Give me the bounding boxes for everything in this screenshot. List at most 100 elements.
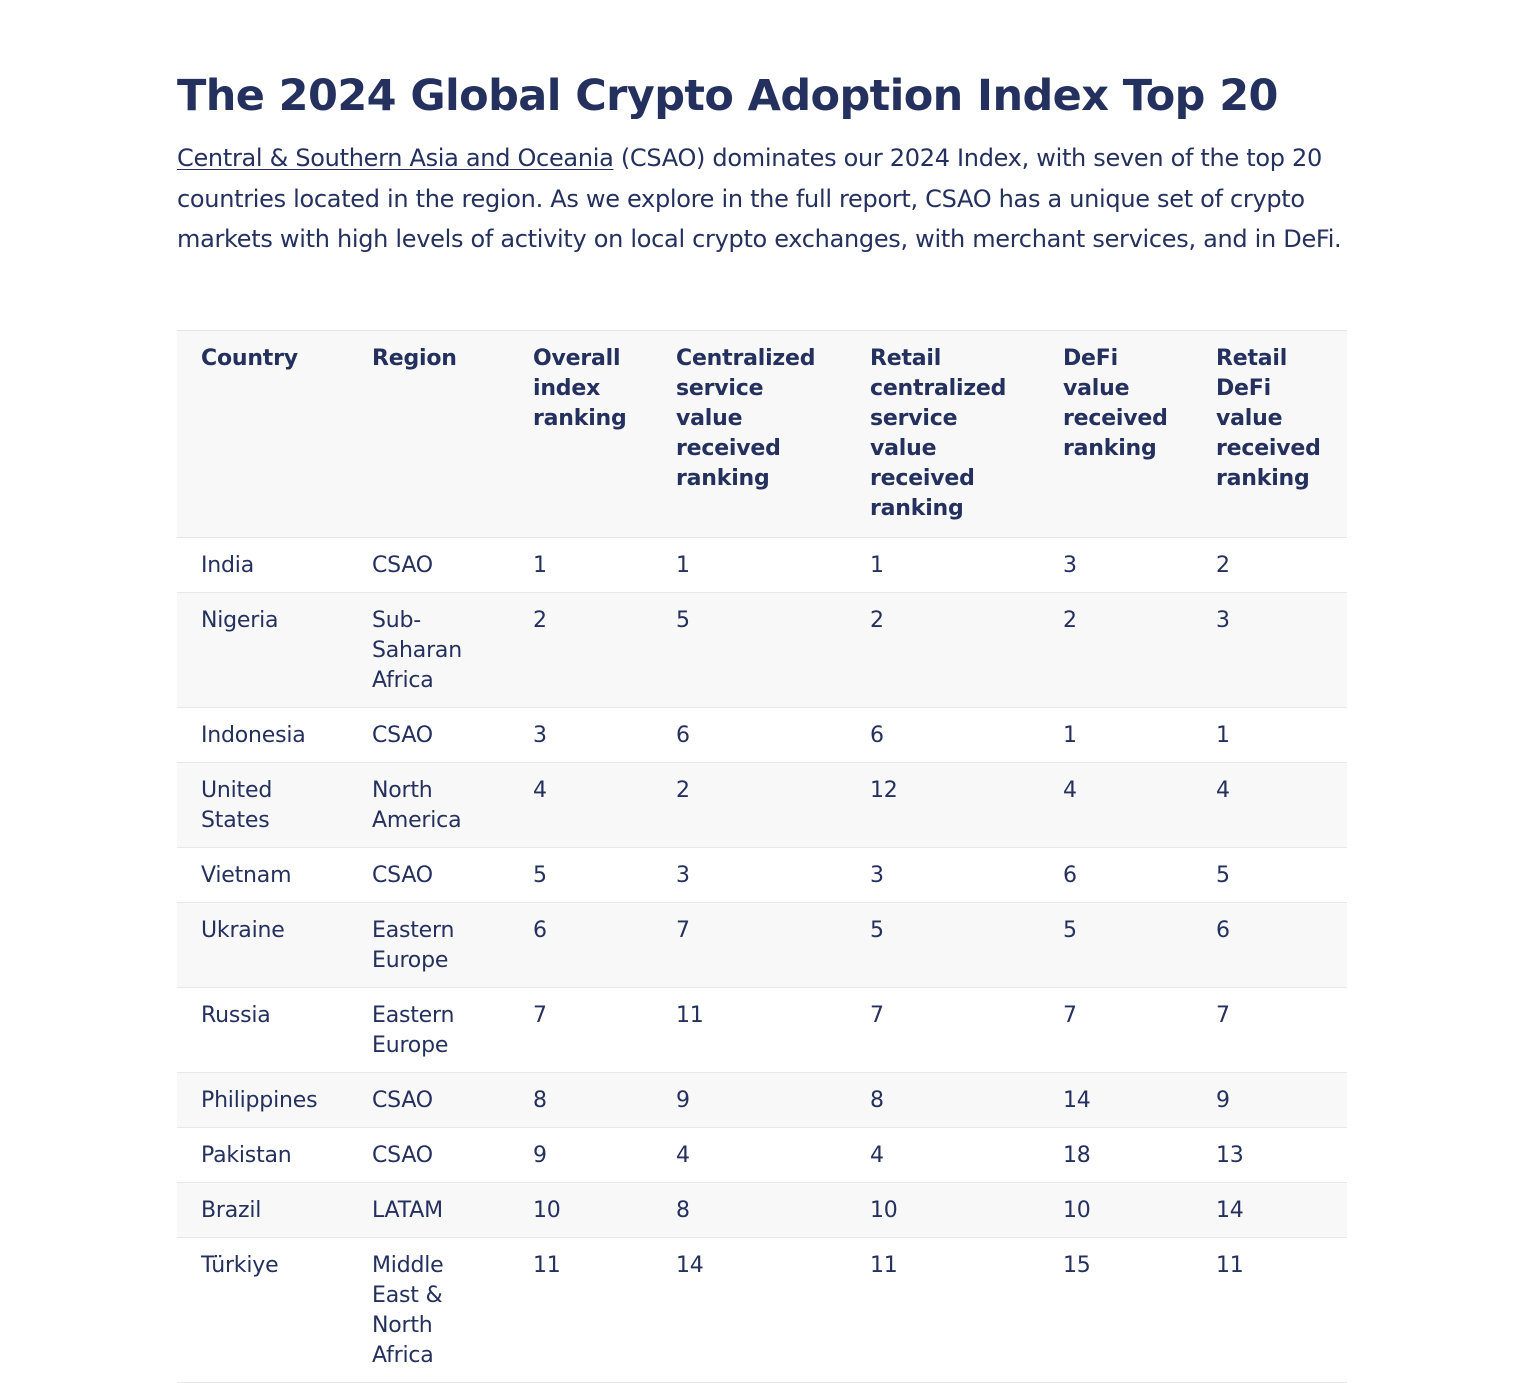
country-cell: Nigeria [201,608,279,633]
country-cell: Brazil [201,1198,262,1223]
country-cell: Pakistan [201,1143,292,1168]
retail-defi-ranking-cell: 13 [1216,1143,1244,1168]
table-row: Nigeria Sub-Saharan Africa 2 5 2 2 3 [177,592,1347,708]
defi-ranking-cell: 2 [1063,608,1077,633]
overall-index-ranking-cell: 9 [533,1143,547,1168]
table-row: Pakistan CSAO 9 4 4 18 13 [177,1127,1347,1183]
overall-index-ranking-cell: 1 [533,553,547,578]
centralized-service-ranking-cell: 14 [676,1253,704,1278]
retail-defi-ranking-cell: 14 [1216,1198,1244,1223]
country-cell: Russia [201,1003,271,1028]
overall-index-ranking-cell: 7 [533,1003,547,1028]
retail-defi-ranking-cell: 7 [1216,1003,1230,1028]
column-header-defi-ranking: DeFi value received ranking [1063,346,1168,461]
region-cell: CSAO [372,1088,433,1113]
page-title: The 2024 Global Crypto Adoption Index To… [177,71,1278,121]
overall-index-ranking-cell: 5 [533,863,547,888]
overall-index-ranking-cell: 3 [533,723,547,748]
retail-centralized-service-ranking-cell: 5 [870,918,884,943]
column-header-region: Region [372,346,457,371]
centralized-service-ranking-cell: 6 [676,723,690,748]
region-cell: CSAO [372,863,433,888]
country-cell: Indonesia [201,723,306,748]
intro-text: (CSAO) dominates our 2024 Index, with se… [177,144,1342,253]
country-cell: Türkiye [201,1253,279,1278]
header-row: Country Region Overall index ranking Cen… [177,330,1347,538]
table-row: Russia Eastern Europe 7 11 7 7 7 [177,987,1347,1073]
region-cell: North America [372,778,462,833]
centralized-service-ranking-cell: 11 [676,1003,704,1028]
table-row: India CSAO 1 1 1 3 2 [177,537,1347,593]
overall-index-ranking-cell: 2 [533,608,547,633]
overall-index-ranking-cell: 8 [533,1088,547,1113]
defi-ranking-cell: 4 [1063,778,1077,803]
table-header: Country Region Overall index ranking Cen… [177,330,1347,538]
region-cell: Eastern Europe [372,1003,455,1058]
country-cell: Philippines [201,1088,318,1113]
retail-centralized-service-ranking-cell: 6 [870,723,884,748]
table-row: Ukraine Eastern Europe 6 7 5 5 6 [177,902,1347,988]
defi-ranking-cell: 3 [1063,553,1077,578]
defi-ranking-cell: 1 [1063,723,1077,748]
article-content: The 2024 Global Crypto Adoption Index To… [177,64,1347,260]
retail-centralized-service-ranking-cell: 4 [870,1143,884,1168]
column-header-country: Country [201,346,298,371]
overall-index-ranking-cell: 10 [533,1198,561,1223]
centralized-service-ranking-cell: 9 [676,1088,690,1113]
retail-defi-ranking-cell: 9 [1216,1088,1230,1113]
centralized-service-ranking-cell: 4 [676,1143,690,1168]
defi-ranking-cell: 6 [1063,863,1077,888]
defi-ranking-cell: 15 [1063,1253,1091,1278]
retail-centralized-service-ranking-cell: 12 [870,778,898,803]
retail-defi-ranking-cell: 4 [1216,778,1230,803]
overall-index-ranking-cell: 11 [533,1253,561,1278]
country-cell: Vietnam [201,863,292,888]
retail-defi-ranking-cell: 11 [1216,1253,1244,1278]
table-row: Indonesia CSAO 3 6 6 1 1 [177,707,1347,763]
retail-centralized-service-ranking-cell: 2 [870,608,884,633]
column-header-overall-index-ranking: Overall index ranking [533,346,627,431]
table-row: Türkiye Middle East & North Africa 11 14 11 1… [177,1237,1347,1383]
retail-centralized-service-ranking-cell: 10 [870,1198,898,1223]
country-cell: India [201,553,254,578]
table-row: United States North America 4 2 12 4 4 [177,762,1347,848]
centralized-service-ranking-cell: 7 [676,918,690,943]
region-cell: CSAO [372,723,433,748]
region-cell: CSAO [372,1143,433,1168]
region-cell: CSAO [372,553,433,578]
retail-defi-ranking-cell: 3 [1216,608,1230,633]
centralized-service-ranking-cell: 2 [676,778,690,803]
defi-ranking-cell: 18 [1063,1143,1091,1168]
retail-defi-ranking-cell: 6 [1216,918,1230,943]
intro-paragraph: Central & Southern Asia and Oceania (CSA… [177,138,1347,260]
overall-index-ranking-cell: 4 [533,778,547,803]
column-header-retail-centralized-service-ranking: Retail centralized service value receive… [870,346,1007,521]
region-cell: LATAM [372,1198,443,1223]
overall-index-ranking-cell: 6 [533,918,547,943]
region-cell: Middle East & North Africa [372,1253,444,1368]
defi-ranking-cell: 7 [1063,1003,1077,1028]
country-cell: Ukraine [201,918,285,943]
table-row: Vietnam CSAO 5 3 3 6 5 [177,847,1347,903]
retail-centralized-service-ranking-cell: 3 [870,863,884,888]
retail-centralized-service-ranking-cell: 11 [870,1253,898,1278]
centralized-service-ranking-cell: 1 [676,553,690,578]
table-row: Brazil LATAM 10 8 10 10 14 [177,1182,1347,1238]
column-header-retail-defi-ranking: Retail DeFi value received ranking [1216,346,1321,491]
defi-ranking-cell: 10 [1063,1198,1091,1223]
region-cell: Eastern Europe [372,918,455,973]
centralized-service-ranking-cell: 5 [676,608,690,633]
region-cell: Sub-Saharan Africa [372,608,462,693]
column-header-centralized-service-ranking: Centralized service value received ranki… [676,346,816,491]
centralized-service-ranking-cell: 8 [676,1198,690,1223]
table-body: India CSAO 1 1 1 3 2 Nigeria Sub-Saharan Africa 2… [177,537,1347,1383]
table-row: Philippines CSAO 8 9 8 14 9 [177,1072,1347,1128]
retail-defi-ranking-cell: 5 [1216,863,1230,888]
retail-centralized-service-ranking-cell: 7 [870,1003,884,1028]
region-link[interactable]: Central & Southern Asia and Oceania [177,144,614,172]
retail-defi-ranking-cell: 2 [1216,553,1230,578]
country-cell: United States [201,778,273,833]
defi-ranking-cell: 14 [1063,1088,1091,1113]
retail-defi-ranking-cell: 1 [1216,723,1230,748]
